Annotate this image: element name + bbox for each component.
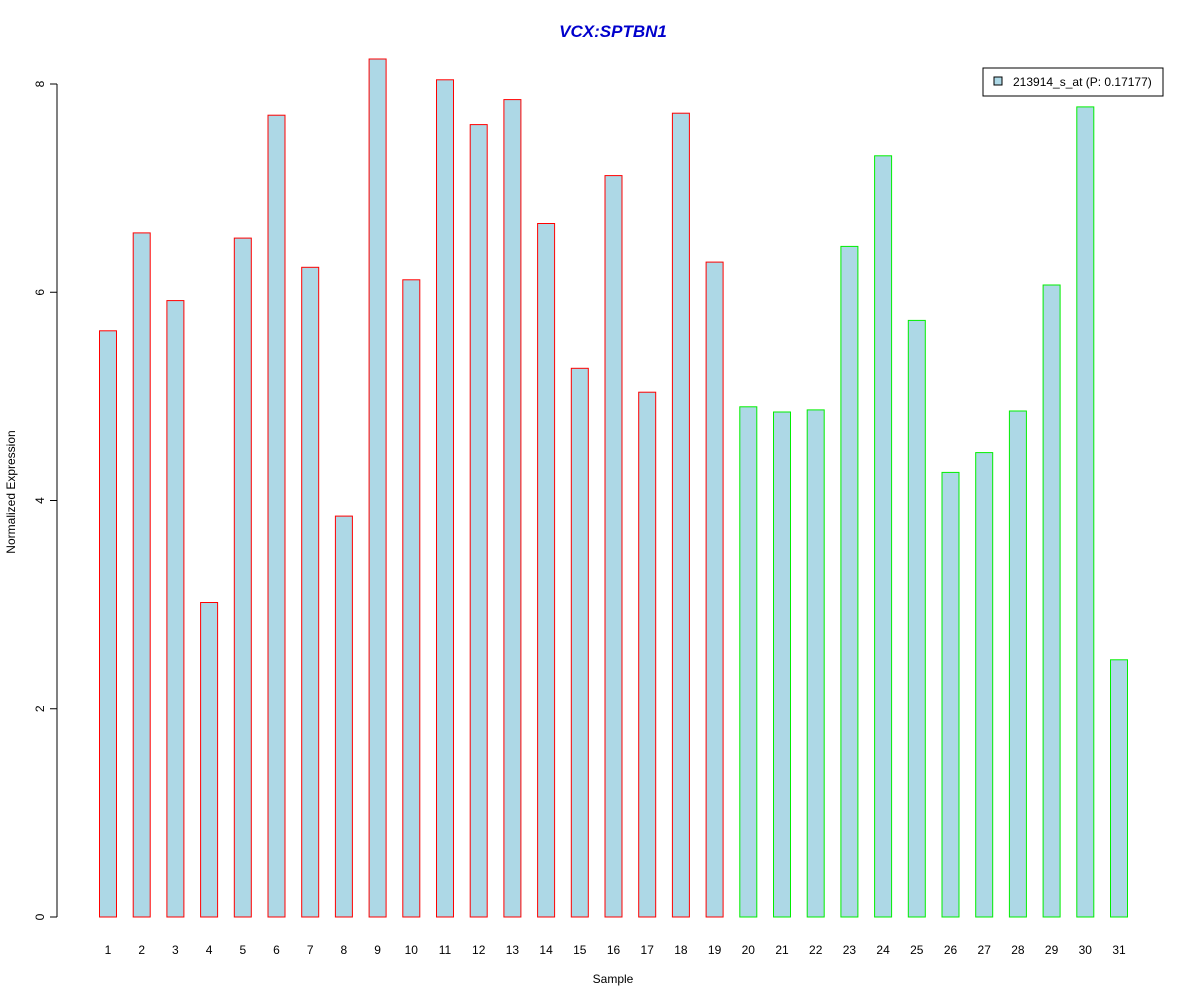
x-tick-label: 6 [273,943,280,957]
legend-label: 213914_s_at (P: 0.17177) [1013,75,1152,89]
bar-sample-19 [705,261,724,918]
y-tick-label: 6 [33,289,47,296]
bar-sample-29 [1042,284,1061,918]
x-tick-label: 18 [674,943,688,957]
x-tick-label: 16 [607,943,621,957]
bar-sample-28 [1008,410,1027,918]
y-tick-label: 2 [33,705,47,712]
x-tick-label: 19 [708,943,722,957]
bar-sample-6 [267,114,286,918]
bar-sample-15 [570,367,589,918]
x-tick-label: 5 [239,943,246,957]
x-tick-label: 28 [1011,943,1025,957]
bar-sample-16 [604,175,623,918]
bar-sample-12 [469,124,488,918]
bar-sample-23 [840,245,859,918]
legend-swatch [993,76,1003,86]
x-axis-title: Sample [593,972,634,986]
x-tick-label: 12 [472,943,486,957]
x-tick-label: 13 [506,943,520,957]
bar-sample-18 [671,112,690,918]
bar-sample-2 [132,232,151,918]
x-tick-label: 20 [742,943,756,957]
y-axis: 0 2 4 6 8 [33,80,57,920]
bar-sample-1 [99,330,117,918]
x-tick-label: 22 [809,943,823,957]
x-tick-label: 11 [439,943,452,957]
bar-sample-22 [806,409,825,918]
x-tick-label: 26 [944,943,958,957]
x-tick-label: 8 [341,943,348,957]
bar-sample-21 [773,411,791,918]
x-tick-label: 21 [775,943,789,957]
x-tick-label: 3 [172,943,179,957]
bar-sample-8 [334,515,353,918]
bar-sample-26 [941,471,960,918]
x-tick-label: 31 [1112,943,1126,957]
x-tick-label: 10 [405,943,419,957]
bar-sample-3 [166,300,185,918]
x-tick-label: 15 [573,943,587,957]
x-tick-label: 24 [876,943,890,957]
x-tick-label: 2 [138,943,145,957]
x-axis: 1 2 3 4 5 6 7 8 9 10 11 12 13 14 15 16 17 18 19 20 21 22 23 24 2… [105,943,1126,957]
x-tick-label: 4 [206,943,213,957]
x-tick-label: 30 [1079,943,1093,957]
y-tick-label: 4 [33,497,47,504]
bar-sample-9 [368,58,387,918]
y-tick-label: 8 [33,80,47,87]
bar-sample-13 [503,99,522,918]
bar-sample-24 [874,155,893,918]
y-axis-title: Normalized Expression [4,430,18,553]
x-tick-label: 7 [307,943,314,957]
bar-sample-27 [975,452,994,918]
x-tick-label: 1 [105,943,112,957]
bar-sample-17 [638,391,657,918]
bar-sample-4 [200,602,219,918]
bar-sample-20 [739,406,758,918]
bar-sample-5 [233,237,252,918]
x-tick-label: 29 [1045,943,1059,957]
x-tick-label: 9 [374,943,381,957]
bar-sample-10 [402,279,421,918]
legend: 213914_s_at (P: 0.17177) [982,67,1164,97]
x-tick-label: 17 [641,943,655,957]
bars [99,58,1128,918]
x-tick-label: 23 [843,943,857,957]
x-tick-label: 14 [539,943,553,957]
legend-box [982,67,1164,97]
chart-title: VCX:SPTBN1 [559,22,667,41]
x-tick-label: 27 [978,943,992,957]
bar-sample-7 [301,266,320,918]
bar-sample-25 [907,319,926,918]
x-tick-label: 25 [910,943,924,957]
y-tick-label: 0 [33,913,47,920]
bar-sample-14 [537,223,556,918]
bar-sample-11 [436,79,454,918]
bar-sample-30 [1076,106,1095,918]
bar-sample-31 [1110,659,1128,918]
